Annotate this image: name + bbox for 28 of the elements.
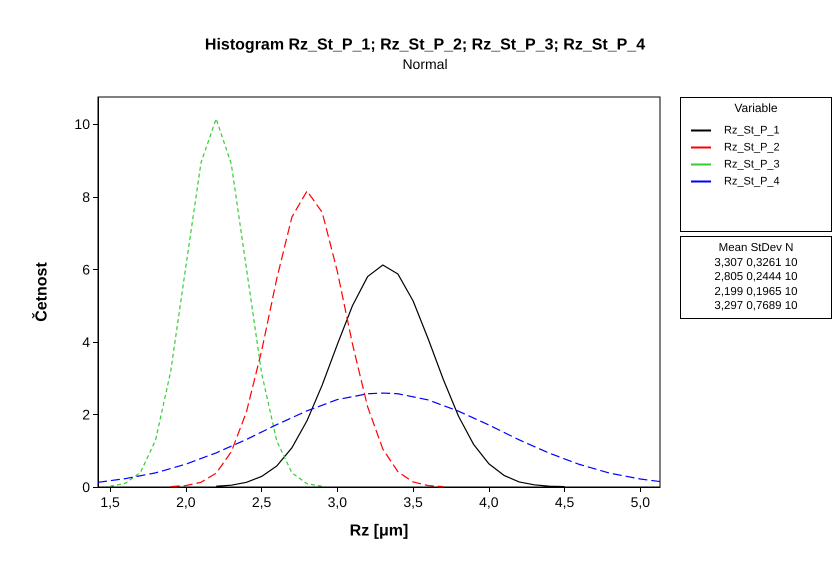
legend-label: Rz_St_P_2 — [724, 142, 780, 154]
x-tick-label: 5,0 — [630, 494, 650, 510]
x-tick-label: 2,5 — [252, 494, 272, 510]
y-tick-label: 8 — [82, 188, 90, 205]
text: 2,199 0,1965 10 — [713, 284, 799, 299]
chart-subtitle: Normal — [402, 56, 448, 72]
text: Mean StDev N — [718, 241, 794, 256]
x-tick-label: 3,5 — [403, 494, 424, 510]
legend-title: Variable — [733, 101, 779, 115]
text: 2,805 0,2444 10 — [713, 270, 799, 284]
y-tick-label: 4 — [82, 334, 90, 350]
legend-label: Rz_St_P_3 — [724, 158, 780, 170]
y-tick-label: 0 — [82, 479, 90, 495]
y-tick-label: 10 — [74, 116, 90, 132]
x-tick-label: 2,0 — [176, 494, 196, 510]
y-tick-label: 6 — [82, 261, 90, 278]
text: 3,307 0,3261 10 — [713, 256, 799, 270]
y-axis-title: Četnost — [32, 262, 50, 322]
x-tick-label: 4,5 — [554, 494, 575, 510]
x-axis-title: Rz [μm] — [350, 522, 408, 540]
y-tick-label: 2 — [82, 406, 90, 422]
text: 3,297 0,7689 10 — [713, 299, 799, 314]
x-tick-label: 3,0 — [328, 494, 348, 510]
legend-label: Rz_St_P_1 — [724, 124, 780, 136]
chart-title: Histogram Rz_St_P_1; Rz_St_P_2; Rz_St_P_3; Rz_St_P_4 — [204, 36, 646, 54]
x-tick-label: 4,0 — [479, 494, 499, 510]
legend-label: Rz_St_P_4 — [724, 176, 780, 188]
x-tick-label: 1,5 — [100, 494, 120, 510]
